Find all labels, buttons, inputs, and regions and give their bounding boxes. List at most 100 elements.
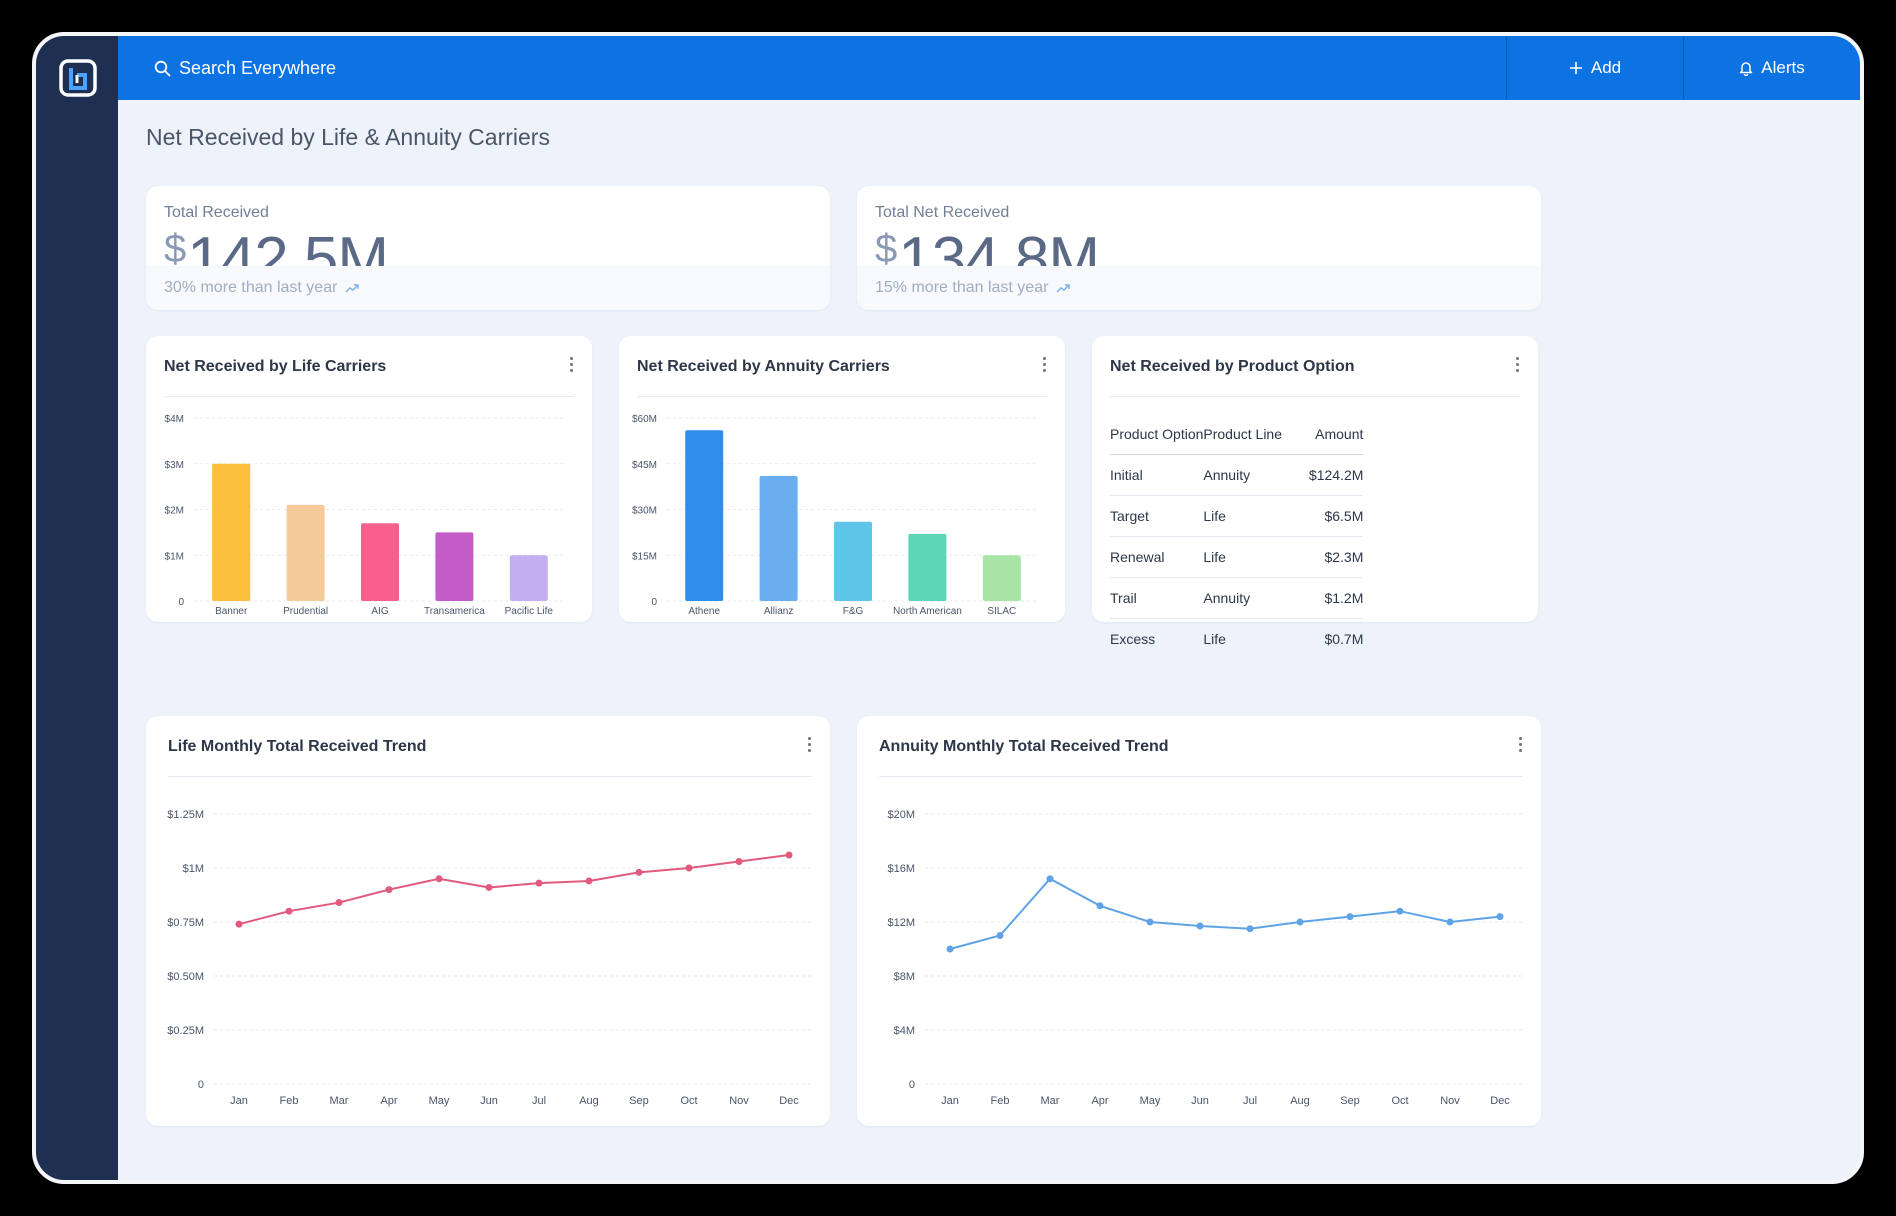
table-row[interactable]: Renewal Life $2.3M: [1110, 536, 1364, 578]
kpi-card-total-received: Total Received $142.5M 30% more than las…: [146, 186, 830, 310]
column-header[interactable]: Amount: [1303, 424, 1364, 455]
data-point-sep: [635, 868, 643, 876]
data-point-jan: [946, 945, 954, 953]
x-tick-label: Mar: [1041, 1095, 1060, 1107]
data-point-dec: [785, 851, 793, 859]
app-logo-icon[interactable]: [58, 58, 98, 98]
annuity-trend-chart: 0 $4M $8M $12M $16M $20M Jan Feb Mar Apr May Jun Jul…: [887, 809, 1525, 1107]
cell-product-option: Trail: [1110, 577, 1204, 619]
bar-prudential: [286, 504, 325, 601]
y-tick-label: $16M: [887, 863, 915, 875]
currency-symbol: $: [164, 227, 186, 271]
x-tick-label: May: [429, 1095, 450, 1107]
x-tick-label: Athene: [688, 606, 720, 617]
x-tick-label: F&G: [843, 606, 864, 617]
data-point-may: [1146, 918, 1154, 926]
cell-amount: $124.2M: [1303, 454, 1364, 496]
y-tick-label: $2M: [165, 506, 184, 517]
search-bar[interactable]: Search Everywhere: [154, 58, 1506, 79]
y-tick-label: $60M: [632, 414, 657, 425]
bar-allianz: [759, 475, 798, 601]
x-tick-label: Dec: [1490, 1095, 1510, 1107]
table-row[interactable]: Initial Annuity $124.2M: [1110, 454, 1364, 496]
x-tick-label: Jul: [532, 1095, 546, 1107]
bar-transamerica: [435, 532, 474, 601]
cell-amount: $6.5M: [1303, 495, 1364, 537]
alerts-button[interactable]: Alerts: [1683, 36, 1860, 100]
x-tick-label: Feb: [280, 1095, 299, 1107]
y-tick-label: $0.50M: [167, 971, 204, 983]
data-point-oct: [1396, 907, 1404, 915]
y-tick-label: 0: [198, 1079, 204, 1091]
card-title: Life Monthly Total Received Trend: [168, 738, 427, 755]
cell-product-line: Annuity: [1203, 577, 1304, 619]
kpi-trend-text: 30% more than last year: [164, 279, 338, 296]
search-icon: [154, 60, 171, 76]
y-tick-label: $15M: [632, 551, 657, 562]
cell-amount: $1.2M: [1303, 577, 1364, 619]
x-tick-label: Nov: [1440, 1095, 1460, 1107]
y-tick-label: $8M: [894, 971, 915, 983]
x-tick-label: Jul: [1243, 1095, 1257, 1107]
card-title: Net Received by Annuity Carriers: [637, 358, 890, 375]
x-tick-label: Apr: [380, 1095, 397, 1107]
y-tick-label: 0: [651, 597, 657, 608]
life-trend-chart: 0 $0.25M $0.50M $0.75M $1M $1.25M Jan Feb Mar Apr…: [167, 809, 814, 1107]
x-tick-label: Banner: [215, 606, 248, 617]
more-options-icon[interactable]: [564, 354, 578, 376]
data-point-jan: [235, 920, 243, 928]
x-tick-label: Prudential: [283, 606, 328, 617]
x-tick-label: May: [1140, 1095, 1161, 1107]
column-header[interactable]: Product Option: [1110, 424, 1204, 455]
cell-product-line: Life: [1203, 630, 1226, 647]
x-tick-label: AIG: [371, 606, 388, 617]
more-options-icon[interactable]: [1037, 354, 1051, 376]
cell-product-line: Life: [1203, 536, 1304, 578]
x-tick-label: Aug: [1290, 1095, 1310, 1107]
table-row[interactable]: Target Life $6.5M: [1110, 495, 1364, 537]
kpi-trend: 30% more than last year: [146, 266, 830, 310]
cell-product-option: Excess: [1110, 630, 1156, 647]
bar-athene: [685, 430, 724, 601]
search-placeholder[interactable]: Search Everywhere: [179, 57, 337, 78]
y-tick-label: $1M: [165, 551, 184, 562]
currency-symbol: $: [875, 227, 897, 271]
trend-up-icon: [345, 284, 360, 293]
add-button[interactable]: Add: [1506, 36, 1683, 100]
y-tick-label: $4M: [894, 1025, 915, 1037]
y-tick-label: $3M: [165, 460, 184, 471]
x-tick-label: Jun: [1191, 1095, 1209, 1107]
divider: [168, 776, 812, 777]
cell-amount: $2.3M: [1303, 536, 1364, 578]
more-options-icon[interactable]: [1510, 354, 1524, 376]
top-bar: Search Everywhere Add Alerts: [118, 36, 1860, 100]
x-tick-label: Feb: [991, 1095, 1010, 1107]
data-point-dec: [1496, 913, 1504, 921]
annuity-carriers-card: Net Received by Annuity Carriers 0 $15M $3…: [619, 336, 1065, 622]
more-options-icon[interactable]: [802, 734, 816, 756]
sidebar: [36, 36, 118, 1180]
plus-icon: [1569, 62, 1582, 74]
y-tick-label: $30M: [632, 506, 657, 517]
card-title: Net Received by Life Carriers: [164, 358, 387, 375]
data-point-mar: [335, 899, 343, 907]
annuity-carriers-chart: 0 $15M $30M $45M $60M Athene Allianz F&G North A…: [632, 414, 1039, 617]
y-tick-label: 0: [909, 1079, 915, 1091]
more-options-icon[interactable]: [1513, 734, 1527, 756]
data-point-may: [435, 875, 443, 883]
divider: [164, 396, 574, 397]
y-tick-label: $45M: [632, 460, 657, 471]
table-row[interactable]: Excess Life $0.7M: [1110, 618, 1363, 659]
data-point-feb: [996, 932, 1004, 939]
table-row[interactable]: Trail Annuity $1.2M: [1110, 577, 1364, 619]
card-title: Annuity Monthly Total Received Trend: [879, 738, 1169, 755]
x-tick-label: Jan: [941, 1095, 959, 1107]
column-header[interactable]: Product Line: [1203, 424, 1304, 455]
x-tick-label: Sep: [1340, 1095, 1360, 1107]
bar-f-g: [834, 521, 872, 601]
cell-amount: $0.7M: [1324, 630, 1364, 647]
bar-aig: [361, 523, 399, 601]
divider: [879, 776, 1523, 777]
y-tick-label: $12M: [887, 917, 915, 929]
divider: [637, 396, 1047, 397]
